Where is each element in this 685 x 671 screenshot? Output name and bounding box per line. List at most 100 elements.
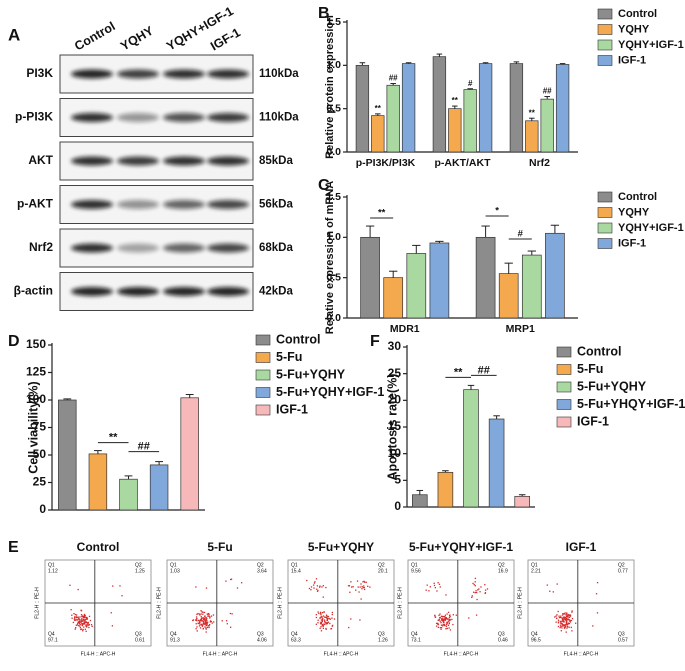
- legend-label: Control: [618, 8, 657, 20]
- event-dot: [564, 616, 567, 618]
- event-dot: [428, 590, 430, 592]
- y-tick-label: 25: [388, 366, 402, 380]
- event-dot: [320, 630, 323, 632]
- error-bar: [390, 83, 396, 86]
- event-dot: [313, 587, 315, 589]
- event-dot: [110, 612, 112, 614]
- event-dot: [203, 618, 205, 620]
- event-dot: [564, 618, 567, 621]
- y-tick-label: 0: [39, 502, 46, 516]
- y-tick-label: 10: [388, 446, 402, 460]
- bar: [521, 254, 542, 319]
- event-dot: [331, 617, 333, 619]
- legend-swatch: [597, 191, 613, 203]
- event-dot: [313, 582, 316, 584]
- blot-band: [71, 287, 113, 296]
- quadrant-value: 16.9: [498, 568, 508, 574]
- event-dot: [319, 611, 322, 614]
- event-dot: [566, 624, 568, 626]
- error-bar: [518, 494, 526, 497]
- error-bar: [375, 113, 381, 116]
- event-dot: [565, 622, 568, 625]
- error-bar: [529, 117, 535, 121]
- plot-title: 5-Fu+YQHY+IGF-1: [409, 540, 513, 554]
- event-dot: [558, 615, 560, 617]
- event-dot: [206, 626, 209, 629]
- error-bar: [481, 225, 490, 238]
- event-dot: [364, 588, 366, 591]
- error-bar: [452, 105, 458, 109]
- event-dot: [321, 586, 323, 588]
- event-dot: [201, 617, 203, 619]
- event-dot: [484, 589, 487, 591]
- event-dot: [88, 626, 90, 629]
- event-dot: [82, 618, 85, 621]
- blot-band: [71, 69, 113, 79]
- event-dot: [74, 619, 76, 621]
- event-dot: [73, 613, 75, 615]
- legend-label: 5-Fu+YQHY+IGF-1: [276, 385, 384, 399]
- event-dot: [569, 614, 572, 616]
- event-dot: [111, 625, 114, 627]
- event-dot: [326, 616, 328, 619]
- event-dot: [441, 625, 444, 627]
- event-dot: [443, 624, 445, 626]
- event-dot: [446, 627, 448, 630]
- event-dot: [441, 619, 443, 621]
- event-dot: [209, 621, 211, 623]
- event-dot: [363, 586, 365, 589]
- event-dot: [88, 624, 90, 626]
- event-dot: [559, 624, 562, 626]
- legend-label: Control: [618, 191, 657, 203]
- event-dot: [561, 622, 563, 625]
- event-dot: [564, 626, 566, 628]
- protein-label: p-PI3K: [15, 110, 53, 124]
- x-axis-label: FL4-H :: APC-H: [203, 651, 238, 657]
- event-dot: [438, 583, 441, 585]
- event-dot: [327, 615, 330, 618]
- event-dot: [363, 580, 365, 583]
- event-dot: [448, 618, 450, 621]
- panel-label: A: [8, 25, 20, 44]
- event-dot: [559, 620, 562, 623]
- event-dot: [316, 590, 319, 592]
- error-bar: [365, 225, 375, 238]
- legend-swatch: [556, 416, 572, 428]
- event-dot: [326, 622, 329, 625]
- event-dot: [80, 621, 82, 623]
- event-dot: [83, 615, 85, 617]
- event-dot: [209, 620, 212, 622]
- y-tick-label: 30: [388, 339, 402, 353]
- event-dot: [88, 615, 91, 618]
- event-dot: [356, 580, 359, 582]
- legend-label: 5-Fu+YQHY: [276, 367, 346, 381]
- quadrant-name: Q1: [291, 562, 298, 568]
- event-dot: [202, 613, 204, 615]
- event-dot: [310, 586, 313, 588]
- event-dot: [554, 616, 556, 618]
- event-dot: [561, 618, 564, 620]
- event-dot: [362, 586, 364, 589]
- event-dot: [444, 614, 447, 616]
- event-dot: [204, 616, 206, 618]
- event-dot: [596, 612, 599, 614]
- event-dot: [549, 590, 551, 592]
- event-dot: [440, 628, 442, 630]
- event-dot: [445, 617, 448, 619]
- event-dot: [552, 591, 554, 593]
- y-axis-label: Relative expression of mRNA: [324, 181, 336, 334]
- event-dot: [198, 621, 201, 624]
- legend-label: 5-Fu: [577, 362, 603, 376]
- event-dot: [320, 616, 322, 619]
- x-tick-label: MRP1: [506, 323, 535, 335]
- event-dot: [448, 622, 450, 625]
- y-tick-label: 0.0: [326, 146, 341, 158]
- event-dot: [86, 626, 88, 628]
- event-dot: [359, 586, 361, 588]
- event-dot: [210, 620, 213, 623]
- event-dot: [468, 617, 470, 619]
- event-dot: [197, 619, 200, 622]
- event-dot: [563, 624, 566, 627]
- legend-label: IGF-1: [618, 54, 646, 66]
- significance-mark: #: [468, 79, 473, 88]
